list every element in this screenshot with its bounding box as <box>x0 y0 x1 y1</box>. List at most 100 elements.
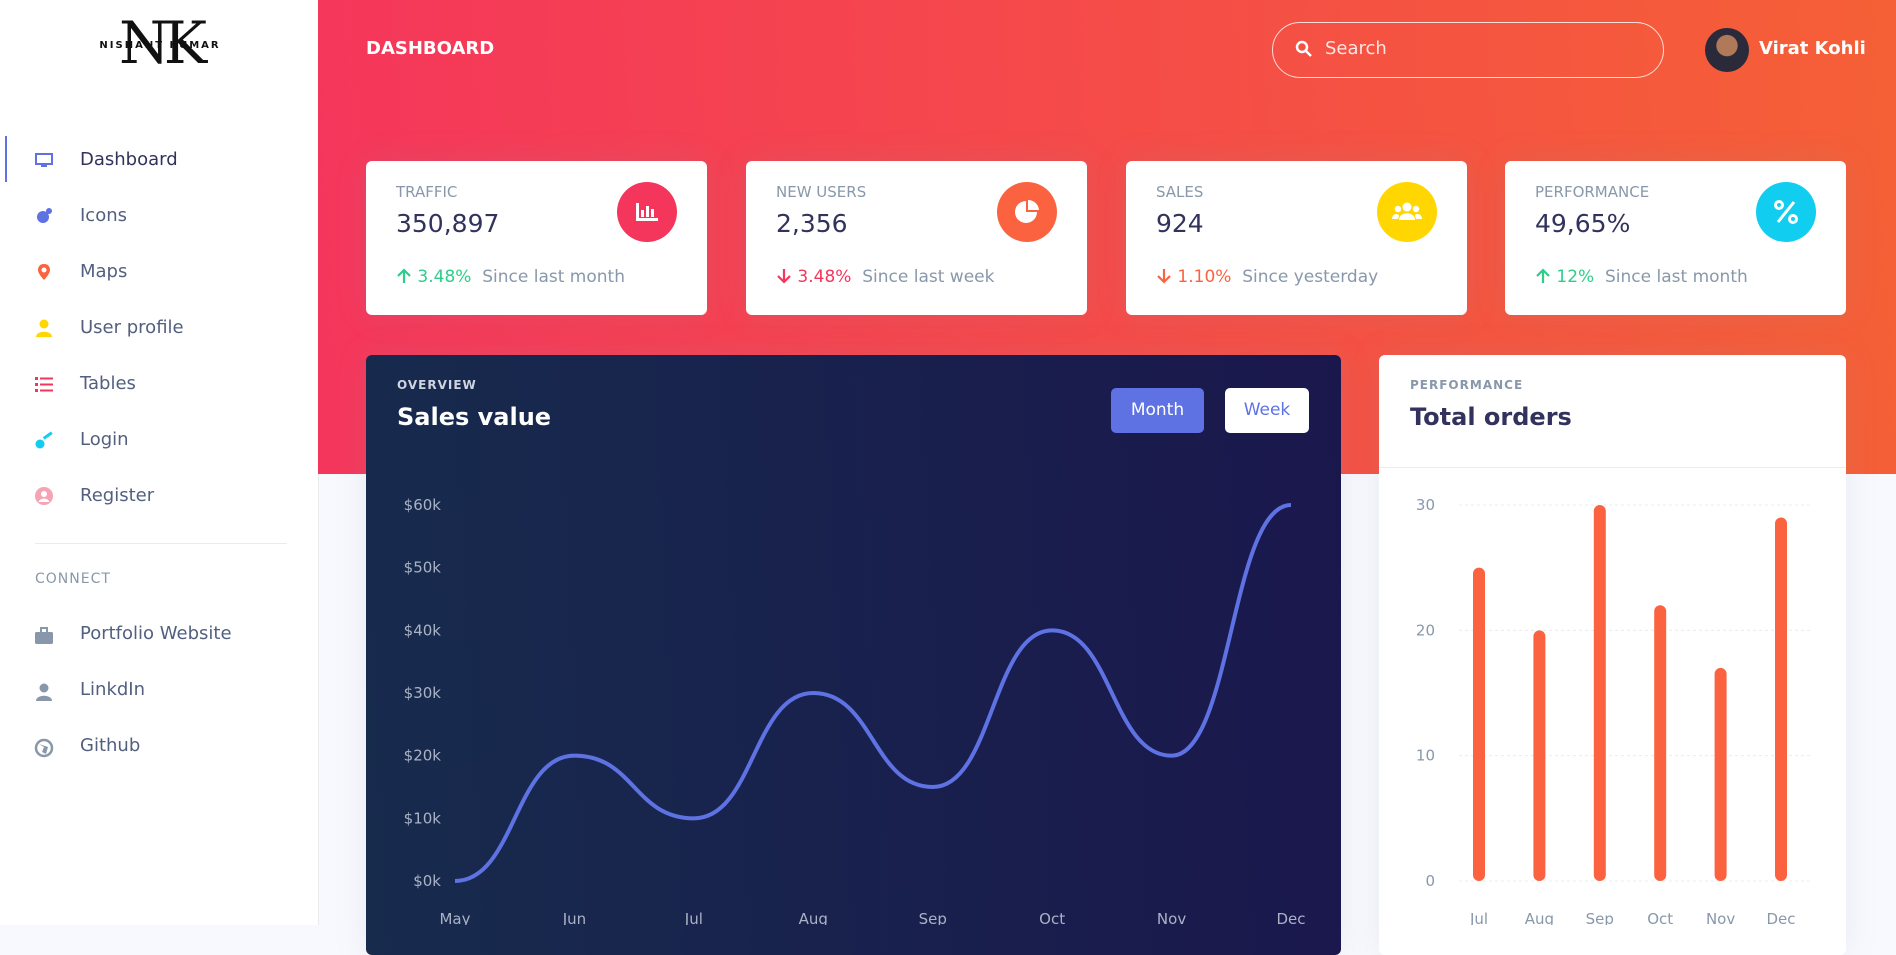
change-note: Since yesterday <box>1242 267 1379 287</box>
nav-icon <box>34 738 54 758</box>
divider <box>35 543 287 544</box>
y-tick-label: 10 <box>1416 747 1435 765</box>
active-indicator <box>5 136 7 182</box>
nav-icon <box>35 377 53 392</box>
stat-card: NEW USERS 2,356 3.48% Since last week <box>746 161 1087 315</box>
section-heading: CONNECT <box>35 571 111 587</box>
chart-overline: PERFORMANCE <box>1410 378 1523 392</box>
card-divider <box>1379 467 1846 468</box>
search-box[interactable]: Search <box>1272 22 1664 78</box>
month-button[interactable]: Month <box>1111 388 1204 433</box>
page-title: DASHBOARD <box>366 38 495 59</box>
arrow-up <box>397 268 411 283</box>
stat-label: PERFORMANCE <box>1535 183 1650 201</box>
y-tick-label: $30k <box>404 684 442 702</box>
bar <box>1593 505 1606 881</box>
stat-card: SALES 924 1.10% Since yesterday <box>1126 161 1467 315</box>
nav-link[interactable]: Portfolio Website <box>80 623 232 644</box>
y-tick-label: $10k <box>404 809 442 827</box>
nav-icon <box>36 683 52 701</box>
nav-link[interactable]: Register <box>80 485 155 506</box>
x-tick-label: Oct <box>1647 910 1673 925</box>
change-value: 3.48% <box>417 267 472 287</box>
x-tick-label: May <box>439 910 470 925</box>
stat-icon <box>997 182 1057 242</box>
chart-overline: OVERVIEW <box>397 378 477 392</box>
search-placeholder: Search <box>1325 38 1387 59</box>
arrow-down <box>777 269 791 284</box>
y-tick-label: $50k <box>404 559 442 577</box>
nav-link[interactable]: Tables <box>80 373 136 394</box>
x-tick-label: Jul <box>1469 910 1488 925</box>
stat-value: 49,65% <box>1535 209 1631 238</box>
stat-label: SALES <box>1156 183 1204 201</box>
nav-icon <box>35 431 53 449</box>
avatar[interactable] <box>1705 28 1749 72</box>
x-tick-label: Sep <box>919 910 947 925</box>
stat-value: 2,356 <box>776 209 848 238</box>
overview-card <box>366 355 1341 955</box>
stat-value: 350,897 <box>396 209 500 238</box>
nav-link[interactable]: LinkdIn <box>80 679 146 700</box>
stat-label: TRAFFIC <box>396 183 458 201</box>
nav-link[interactable]: Icons <box>80 205 128 226</box>
y-tick-label: 0 <box>1425 872 1435 890</box>
y-tick-label: $60k <box>404 496 442 514</box>
orders-card <box>1379 355 1846 955</box>
search-icon <box>1295 40 1312 57</box>
x-tick-label: Jul <box>684 910 703 925</box>
change-value: 12% <box>1556 267 1595 287</box>
x-tick-label: Aug <box>799 910 828 925</box>
nav-link[interactable]: Maps <box>80 261 128 282</box>
sidebar: NK NISHANT KUMAR Dashboard Icons Maps Us… <box>0 0 319 925</box>
nav-icon <box>35 627 53 644</box>
icon-glyph <box>1392 202 1422 220</box>
x-tick-label: Dec <box>1766 910 1795 925</box>
nav-link[interactable]: Dashboard <box>80 149 178 170</box>
bar <box>1533 630 1546 881</box>
nav-link[interactable]: Login <box>80 429 129 450</box>
logo-initials: NK <box>118 9 207 77</box>
nav-icon <box>36 319 52 337</box>
y-tick-label: $40k <box>404 621 442 639</box>
chart-title: Total orders <box>1410 403 1572 431</box>
change-note: Since last month <box>482 267 625 287</box>
nav-link[interactable]: User profile <box>80 317 184 338</box>
stat-icon <box>617 182 677 242</box>
user-name[interactable]: Virat Kohli <box>1759 38 1866 59</box>
bar <box>1473 567 1485 881</box>
x-tick-label: Sep <box>1586 910 1614 925</box>
x-tick-label: Aug <box>1525 910 1554 925</box>
stat-card: PERFORMANCE 49,65% 12% Since last month <box>1505 161 1846 315</box>
icon-glyph <box>1774 200 1798 224</box>
bar <box>1714 667 1727 881</box>
sales-line <box>454 503 1292 883</box>
change-value: 1.10% <box>1177 267 1232 287</box>
stat-card: TRAFFIC 350,897 3.48% Since last month <box>366 161 707 315</box>
stat-change: 12% Since last month <box>1535 267 1748 287</box>
icon-glyph <box>1015 199 1039 223</box>
stat-change: 1.10% Since yesterday <box>1156 267 1378 287</box>
arrow-up <box>1536 268 1550 283</box>
nav-link[interactable]: Github <box>80 735 141 756</box>
logo[interactable]: NK NISHANT KUMAR <box>80 9 240 77</box>
icon-glyph <box>636 203 658 221</box>
stat-label: NEW USERS <box>776 183 867 201</box>
nav-icon <box>37 208 52 223</box>
y-tick-label: $20k <box>404 747 442 765</box>
stat-change: 3.48% Since last week <box>776 267 994 287</box>
change-value: 3.48% <box>797 267 852 287</box>
arrow-down <box>1157 269 1171 284</box>
change-note: Since last month <box>1605 267 1748 287</box>
y-tick-label: 30 <box>1416 496 1435 514</box>
chart-title: Sales value <box>397 403 551 431</box>
charts: OVERVIEW Sales value $0k $10k $20k $30k $40k $5… <box>397 378 1811 925</box>
x-tick-label: Dec <box>1276 910 1305 925</box>
x-tick-label: Nov <box>1706 910 1735 925</box>
week-button[interactable]: Week <box>1225 388 1309 433</box>
x-tick-label: Nov <box>1157 910 1186 925</box>
x-tick-label: Jun <box>562 910 586 925</box>
nav-icon <box>38 264 50 280</box>
change-note: Since last week <box>862 267 995 287</box>
